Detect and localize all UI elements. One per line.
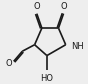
Text: HO: HO — [40, 74, 53, 83]
Text: NH: NH — [71, 42, 84, 51]
Text: O: O — [6, 59, 12, 68]
Text: O: O — [60, 2, 67, 11]
Text: O: O — [33, 2, 40, 11]
